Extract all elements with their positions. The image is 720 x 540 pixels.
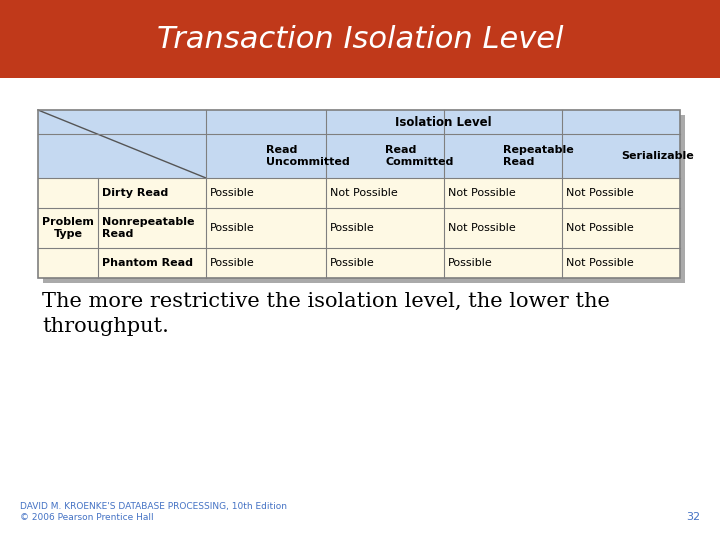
Text: Read
Uncommitted: Read Uncommitted <box>266 145 350 167</box>
Text: Possible: Possible <box>330 223 374 233</box>
Text: Possible: Possible <box>330 258 374 268</box>
Text: Not Possible: Not Possible <box>448 223 516 233</box>
Text: 32: 32 <box>686 512 700 522</box>
Bar <box>38 134 680 178</box>
Text: Dirty Read: Dirty Read <box>102 188 168 198</box>
Text: Not Possible: Not Possible <box>330 188 397 198</box>
Text: Serializable: Serializable <box>621 151 694 161</box>
Text: Transaction Isolation Level: Transaction Isolation Level <box>157 24 563 53</box>
Text: Not Possible: Not Possible <box>448 188 516 198</box>
Text: Not Possible: Not Possible <box>566 188 634 198</box>
Text: Phantom Read: Phantom Read <box>102 258 193 268</box>
Bar <box>38 208 680 248</box>
Text: Possible: Possible <box>210 188 255 198</box>
Bar <box>38 248 680 278</box>
Text: Read
Committed: Read Committed <box>385 145 454 167</box>
Bar <box>0 0 720 78</box>
Text: The more restrictive the isolation level, the lower the
throughput.: The more restrictive the isolation level… <box>42 292 610 336</box>
Bar <box>38 110 680 134</box>
Text: Not Possible: Not Possible <box>566 223 634 233</box>
Text: Isolation Level: Isolation Level <box>395 116 491 129</box>
Text: Possible: Possible <box>210 258 255 268</box>
Text: Not Possible: Not Possible <box>566 258 634 268</box>
Text: Repeatable
Read: Repeatable Read <box>503 145 574 167</box>
Text: Possible: Possible <box>448 258 492 268</box>
Bar <box>38 178 680 208</box>
Text: Possible: Possible <box>210 223 255 233</box>
Text: DAVID M. KROENKE'S DATABASE PROCESSING, 10th Edition
© 2006 Pearson Prentice Hal: DAVID M. KROENKE'S DATABASE PROCESSING, … <box>20 502 287 522</box>
Text: Problem
Type: Problem Type <box>42 217 94 239</box>
Text: Nonrepeatable
Read: Nonrepeatable Read <box>102 217 194 239</box>
Bar <box>43 115 685 283</box>
Bar <box>38 110 680 278</box>
